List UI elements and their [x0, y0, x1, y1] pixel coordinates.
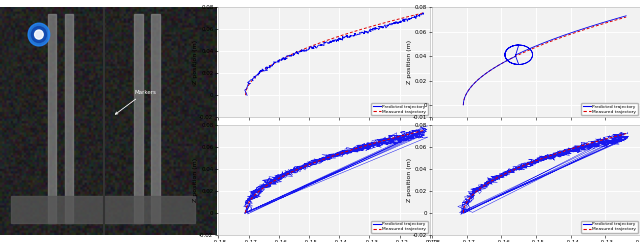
Y-axis label: Z position (m): Z position (m) — [193, 40, 198, 84]
Legend: Predicted trajectory, Measured trajectory: Predicted trajectory, Measured trajector… — [371, 221, 428, 233]
Y-axis label: Z position (m): Z position (m) — [406, 40, 412, 84]
Bar — [134, 14, 143, 223]
Bar — [11, 196, 195, 223]
Legend: Predicted trajectory, Measured trajectory: Predicted trajectory, Measured trajector… — [371, 103, 428, 115]
Bar — [151, 14, 160, 223]
Circle shape — [31, 27, 47, 43]
Bar — [65, 14, 74, 223]
Circle shape — [28, 23, 50, 46]
Bar — [47, 14, 56, 223]
Y-axis label: Z position (m): Z position (m) — [406, 158, 412, 202]
Text: Markers: Markers — [115, 90, 156, 114]
Legend: Predicted trajectory, Measured trajectory: Predicted trajectory, Measured trajector… — [581, 103, 638, 115]
Legend: Predicted trajectory, Measured trajectory: Predicted trajectory, Measured trajector… — [581, 221, 638, 233]
Y-axis label: Z position (m): Z position (m) — [193, 158, 198, 202]
Circle shape — [35, 30, 44, 39]
